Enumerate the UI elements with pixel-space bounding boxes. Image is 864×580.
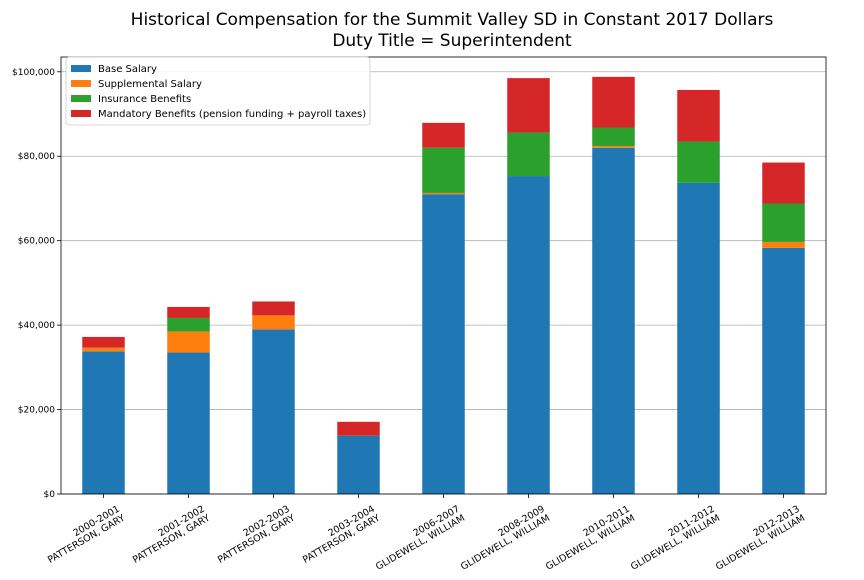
- chart-title-line-2: Duty Title = Superintendent: [332, 31, 572, 51]
- x-tick-label: 2010-2011GLIDEWELL, WILLIAM: [539, 504, 637, 573]
- x-tick-label: 2012-2013GLIDEWELL, WILLIAM: [709, 504, 807, 573]
- bar-segment-2-5: [422, 192, 465, 195]
- bar-segment-2-1: [82, 347, 125, 352]
- bar-segment-4-5: [422, 122, 465, 148]
- x-tick-label-line: GLIDEWELL, WILLIAM: [459, 513, 552, 573]
- bar-segment-1-8: [677, 182, 720, 495]
- bar-segment-3-2: [167, 317, 210, 332]
- bar-segment-3-9: [762, 203, 805, 242]
- bar-segment-2-2: [167, 331, 210, 353]
- bar-segment-4-3: [252, 301, 295, 316]
- bar-segment-3-8: [677, 141, 720, 183]
- x-tick-label-line: GLIDEWELL, WILLIAM: [544, 513, 637, 573]
- bar-segment-1-2: [167, 352, 210, 494]
- x-tick-label: 2001-2002PATTERSON, GARY: [126, 504, 212, 566]
- legend-swatch-2: [71, 80, 91, 87]
- bar-segment-1-7: [592, 147, 635, 494]
- y-tick-label: $100,000: [12, 68, 55, 78]
- bars-layer: [82, 76, 805, 495]
- x-tick-label: 2006-2007GLIDEWELL, WILLIAM: [369, 504, 467, 573]
- y-tick-label: $0: [44, 490, 56, 500]
- bar-segment-3-7: [592, 127, 635, 147]
- legend-label-4: Mandatory Benefits (pension funding + pa…: [98, 109, 366, 120]
- x-tick-label-line: GLIDEWELL, WILLIAM: [629, 513, 722, 573]
- legend-label-2: Supplemental Salary: [98, 79, 202, 90]
- x-tick-label: 2000-2001PATTERSON, GARY: [41, 504, 127, 566]
- bar-segment-2-9: [762, 241, 805, 248]
- bar-segment-1-5: [422, 194, 465, 494]
- legend-swatch-1: [71, 65, 91, 72]
- y-axis: $0 $20,000 $40,000 $60,000 $80,000 $100,000: [12, 68, 61, 500]
- bar-segment-1-4: [337, 435, 380, 494]
- legend-box: [65, 56, 371, 126]
- bar-segment-4-4: [337, 421, 380, 436]
- y-tick-label: $40,000: [18, 321, 55, 331]
- bar-segment-1-6: [507, 176, 550, 495]
- x-tick-label: 2003-2004PATTERSON, GARY: [296, 504, 382, 566]
- bar-segment-4-2: [167, 306, 210, 318]
- bar-segment-4-1: [82, 336, 125, 348]
- bar-segment-2-7: [592, 146, 635, 148]
- x-tick-label: 2008-2009GLIDEWELL, WILLIAM: [454, 504, 552, 573]
- bar-segment-1-1: [82, 351, 125, 494]
- y-tick-label: $60,000: [18, 237, 55, 247]
- bar-segment-1-9: [762, 247, 805, 494]
- bar-segment-3-5: [422, 147, 465, 193]
- legend-label-1: Base Salary: [98, 64, 157, 75]
- y-tick-label: $80,000: [18, 152, 55, 162]
- bar-segment-1-3: [252, 329, 295, 494]
- bar-segment-4-9: [762, 162, 805, 204]
- bar-segment-4-6: [507, 78, 550, 133]
- legend-swatch-3: [71, 95, 91, 102]
- x-tick-label-line: GLIDEWELL, WILLIAM: [374, 513, 467, 573]
- x-axis: 2000-2001PATTERSON, GARY 2001-2002PATTERS…: [41, 494, 807, 573]
- chart-title-line-1: Historical Compensation for the Summit V…: [131, 10, 774, 30]
- bar-segment-4-8: [677, 89, 720, 142]
- bar-segment-4-7: [592, 76, 635, 128]
- legend-label-3: Insurance Benefits: [98, 94, 191, 105]
- bar-segment-3-6: [507, 132, 550, 177]
- legend-swatch-4: [71, 110, 91, 117]
- x-tick-label-line: GLIDEWELL, WILLIAM: [714, 513, 807, 573]
- x-tick-label: 2011-2012GLIDEWELL, WILLIAM: [624, 504, 722, 573]
- legend: Base Salary Supplemental Salary Insurance …: [65, 56, 371, 126]
- y-tick-label: $20,000: [18, 406, 55, 416]
- bar-segment-2-3: [252, 315, 295, 330]
- x-tick-label: 2002-2003PATTERSON, GARY: [211, 504, 297, 566]
